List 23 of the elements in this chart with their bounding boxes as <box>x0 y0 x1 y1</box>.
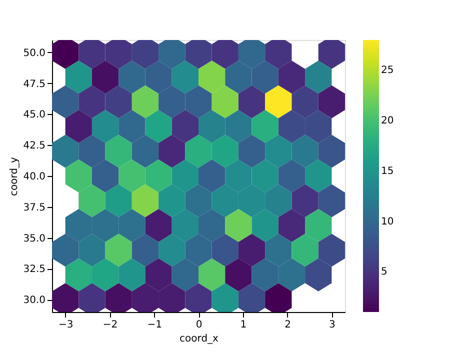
x-tick-label: 2 <box>284 320 291 330</box>
y-tick-label: 32.5 <box>23 264 46 276</box>
y-tick-label: 37.5 <box>23 202 46 214</box>
y-tick-label: 30.0 <box>23 295 46 306</box>
y-axis-title: coord_y <box>9 156 20 196</box>
y-tick-label: 40.0 <box>23 172 46 182</box>
y-tick-label: 42.5 <box>23 140 46 152</box>
x-tick-label: 0 <box>196 320 202 330</box>
color-bar-label: 20 <box>381 116 394 127</box>
color-bar-label: 15 <box>381 166 394 177</box>
x-tick-label: −1 <box>147 320 162 330</box>
x-tick-label: −3 <box>58 320 74 330</box>
y-tick-label: 47.5 <box>23 78 46 90</box>
x-tick-label: −2 <box>102 320 118 330</box>
y-tick-label: 35.0 <box>23 233 46 244</box>
color-bar-label: 10 <box>381 216 394 228</box>
color-bar-label: 5 <box>381 266 388 278</box>
color-bar-label: 25 <box>381 65 394 76</box>
x-tick-label: 3 <box>328 320 336 330</box>
y-tick-label: 45.0 <box>23 110 46 121</box>
x-axis-title: coord_x <box>180 334 219 344</box>
y-tick-label: 50.0 <box>23 48 46 59</box>
x-tick-label: 1 <box>240 320 247 330</box>
